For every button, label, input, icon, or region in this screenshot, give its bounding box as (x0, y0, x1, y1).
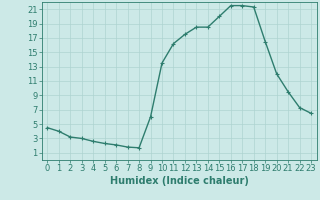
X-axis label: Humidex (Indice chaleur): Humidex (Indice chaleur) (110, 176, 249, 186)
